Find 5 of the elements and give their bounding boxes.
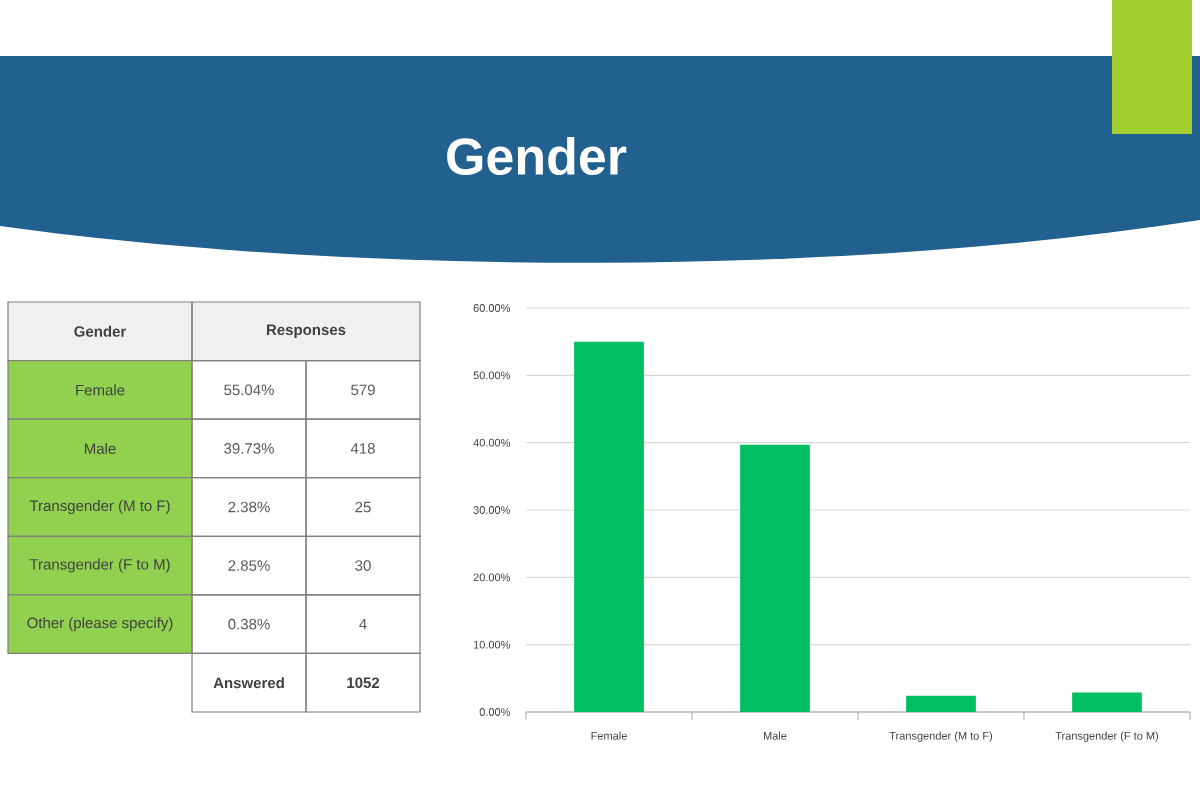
bar (906, 695, 976, 712)
chart-title: Gender (447, 136, 627, 176)
bar (574, 341, 644, 712)
bar (1072, 692, 1142, 712)
bar (740, 444, 810, 712)
